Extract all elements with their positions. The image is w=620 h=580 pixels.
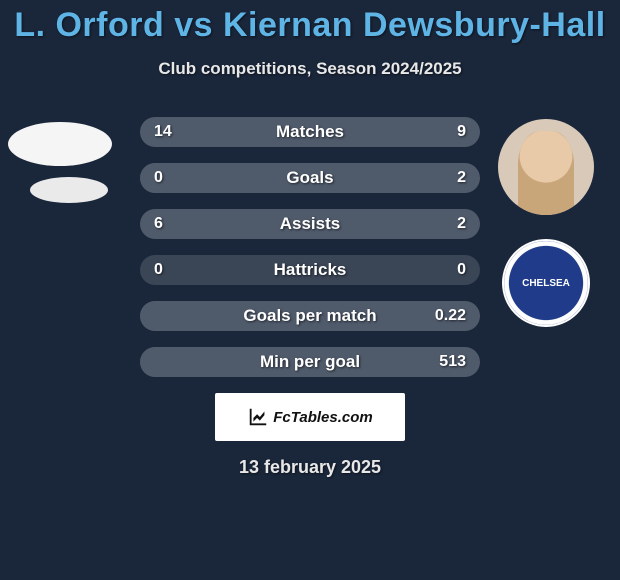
stat-label: Hattricks bbox=[140, 255, 480, 285]
stat-label: Goals bbox=[140, 163, 480, 193]
stat-row: 149Matches bbox=[140, 117, 480, 147]
chart-icon bbox=[247, 406, 269, 428]
player-left-club-badge bbox=[30, 177, 108, 203]
stat-label: Min per goal bbox=[140, 347, 480, 377]
stat-label: Matches bbox=[140, 117, 480, 147]
stat-row: 513Min per goal bbox=[140, 347, 480, 377]
stats-area: CHELSEA 149Matches 02Goals 62Assists 00Hatt… bbox=[0, 117, 620, 377]
brand-text: FcTables.com bbox=[273, 409, 372, 426]
stat-row: 0.22Goals per match bbox=[140, 301, 480, 331]
page-subtitle: Club competitions, Season 2024/2025 bbox=[0, 45, 620, 79]
page-title: L. Orford vs Kiernan Dewsbury-Hall bbox=[0, 0, 620, 45]
player-right-avatar bbox=[498, 119, 594, 215]
stat-row: 02Goals bbox=[140, 163, 480, 193]
footer-date: 13 february 2025 bbox=[0, 457, 620, 478]
stat-row: 62Assists bbox=[140, 209, 480, 239]
brand-badge[interactable]: FcTables.com bbox=[215, 393, 405, 441]
player-right-club-badge: CHELSEA bbox=[502, 239, 590, 327]
stat-row: 00Hattricks bbox=[140, 255, 480, 285]
stat-label: Assists bbox=[140, 209, 480, 239]
player-left-avatar bbox=[8, 122, 112, 166]
stat-label: Goals per match bbox=[140, 301, 480, 331]
